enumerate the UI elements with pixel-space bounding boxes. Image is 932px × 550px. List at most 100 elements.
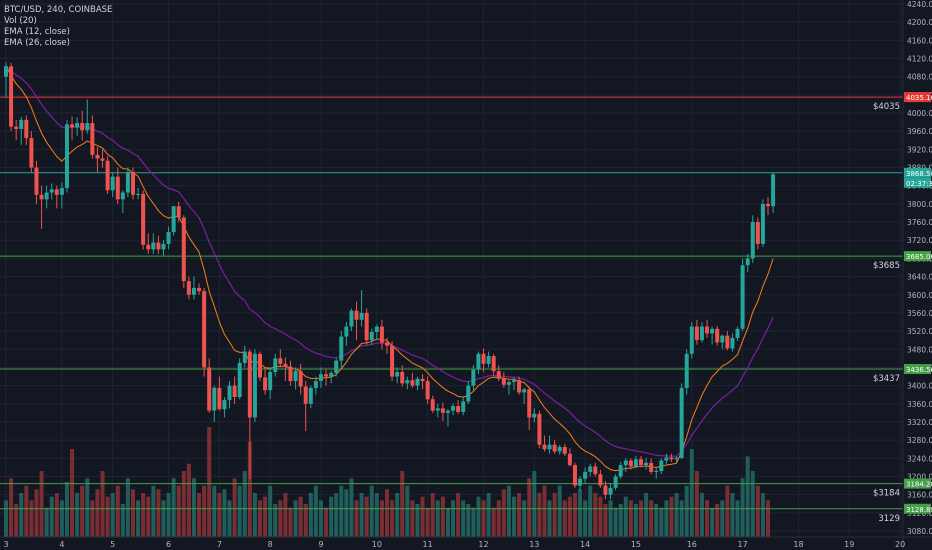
candle-body (445, 410, 450, 413)
candle-body (720, 335, 725, 343)
volume-bar (542, 485, 547, 537)
candle-body (684, 353, 689, 388)
volume-bar (151, 485, 156, 537)
x-tick-label: 5 (110, 540, 115, 549)
candle-body (532, 413, 537, 418)
price-tags: $4035 4035.10 3868.50 $3685 3685.00 $3437 3436… (873, 92, 932, 524)
candle-body (354, 310, 359, 320)
time-axis[interactable]: 3 4 5 6 7 8 9 10 11 12 13 14 15 16 17 18 19 20 (0, 536, 932, 549)
candle-body (369, 332, 374, 341)
candle-body (415, 378, 420, 386)
candle-body (740, 265, 745, 329)
candle-body (54, 189, 59, 195)
candle-body (202, 291, 207, 368)
candle-body (115, 176, 120, 200)
candle-body (517, 380, 522, 393)
candle-body (506, 381, 511, 385)
y-tick-label: 3280.00 (907, 436, 932, 445)
candle-body (578, 478, 583, 486)
candle-body (166, 232, 171, 244)
candle-body (512, 380, 516, 382)
candle-body (374, 326, 379, 333)
countdown-tag (904, 177, 931, 188)
candle-body (654, 471, 659, 473)
candle-body (420, 378, 425, 382)
volume-bar (242, 471, 247, 537)
y-tick-label: 3160.00 (907, 491, 932, 500)
key-level-axis-tag (904, 364, 931, 375)
volume-bar (461, 500, 466, 537)
volume-bar (537, 493, 542, 537)
volume-bar (572, 493, 577, 537)
key-level-axis-label: 3436.50 (906, 366, 932, 374)
candle-body (400, 371, 405, 384)
candle-body (583, 471, 588, 479)
candle-body (19, 119, 24, 129)
candle-body (324, 374, 329, 377)
y-tick-label: 3920.00 (907, 145, 932, 154)
x-tick-label: 3 (3, 540, 8, 549)
legend-ema-fast[interactable]: EMA (12, close) (4, 27, 70, 37)
legend-symbol[interactable]: BTC/USD, 240, COINBASE (4, 5, 113, 15)
volume-bar (385, 489, 389, 537)
candle-body (207, 367, 212, 411)
candle-body (85, 123, 90, 131)
volume-bar (59, 500, 64, 537)
candle-body (542, 444, 547, 450)
volume-bar (176, 485, 181, 537)
volume-bar (75, 493, 80, 537)
candle-body (100, 158, 105, 161)
volume-bar (288, 507, 293, 537)
volume-bar (273, 504, 278, 537)
volume-bar (710, 507, 715, 537)
candle-body (95, 154, 100, 159)
volume-bar (344, 489, 349, 537)
candle-body (639, 459, 643, 466)
volume-bar (476, 496, 481, 537)
key-level-side-label: $4035 (873, 102, 900, 112)
volume-bar (578, 489, 583, 537)
volume-bar (750, 471, 755, 537)
candle-body (552, 444, 557, 452)
volume-bar (430, 493, 435, 537)
candle-body (481, 353, 486, 364)
volume-bar (567, 496, 572, 537)
volume-bar (415, 504, 420, 537)
candle-body (359, 312, 364, 320)
key-level-axis-label: 3128.89 (906, 506, 932, 514)
candle-body (9, 66, 14, 127)
candle-body (227, 385, 232, 401)
key-level-axis-tag (904, 251, 931, 262)
volume-bar (125, 478, 130, 537)
y-tick-label: 3760.00 (907, 218, 932, 227)
volume-bar (486, 493, 491, 537)
volume-bar (715, 504, 720, 537)
volume-bar (496, 500, 501, 537)
volume-bar (369, 485, 374, 537)
y-tick-label: 3640.00 (907, 273, 932, 282)
volume-bar (644, 493, 649, 537)
volume-bar (608, 500, 613, 537)
volume-bar (451, 500, 456, 537)
volume-bar (689, 449, 694, 537)
volume-bar (54, 493, 59, 537)
candle-body (679, 387, 684, 458)
volume-bar (720, 500, 725, 537)
volume-bar (639, 500, 643, 537)
candle-body (771, 174, 776, 207)
candle-body (247, 351, 252, 418)
y-tick-label: 4120.00 (907, 55, 932, 64)
y-tick-label: 3800.00 (907, 200, 932, 209)
legend-volume[interactable]: Vol (20) (4, 16, 37, 26)
legend-ema-slow[interactable]: EMA (26, close) (4, 38, 70, 48)
volume-bar (481, 500, 486, 537)
candle-body (466, 385, 471, 402)
volume-bar (491, 507, 496, 537)
x-tick-label: 9 (318, 540, 323, 549)
candle-body (461, 401, 466, 412)
candle-body (491, 356, 496, 372)
candle-body (694, 326, 699, 341)
candle-body (689, 326, 694, 354)
volume-bar (552, 493, 557, 537)
